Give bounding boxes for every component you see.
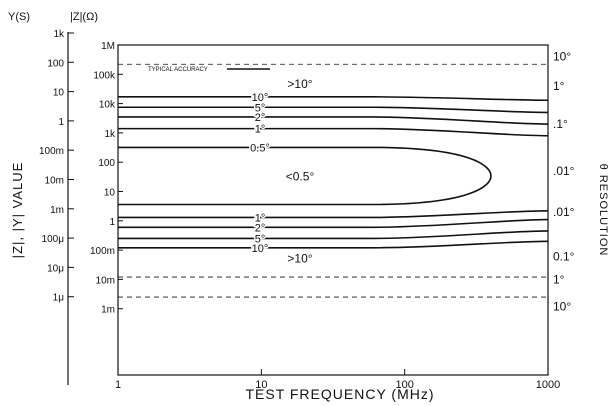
boundary-curves	[118, 63, 549, 298]
admittance-tick-label: 100	[47, 58, 64, 69]
boundary-label: 2°	[255, 112, 266, 124]
resolution-tick-label: 0.1°	[553, 250, 575, 264]
boundary-label: 2°	[255, 222, 266, 234]
impedance-tick-label: 1m	[101, 305, 115, 316]
resolution-tick-label: .1°	[553, 117, 568, 131]
admittance-tick-label: 1k	[53, 29, 65, 40]
resolution-tick-label: 1°	[553, 79, 565, 93]
y2-axis-title: θ RESOLUTION	[597, 164, 609, 257]
boundary-label: 5°	[255, 233, 266, 245]
boundary-line	[118, 127, 549, 137]
admittance-tick-label: 100μ	[42, 234, 65, 245]
resolution-tick-label: 10°	[553, 299, 571, 313]
boundary-label: 1°	[255, 212, 266, 224]
impedance-tick-label: 10	[104, 188, 116, 199]
admittance-tick-label: 1μ	[53, 293, 65, 304]
boundary-line	[118, 116, 549, 125]
legend-label: TYPICAL ACCURACY	[148, 67, 208, 73]
region-label: >10°	[287, 252, 312, 266]
impedance-tick-label: 10k	[99, 100, 116, 111]
boundary-label: 10°	[252, 243, 269, 255]
impedance-tick-label: 100m	[90, 246, 115, 257]
impedance-tick-label: 100k	[93, 70, 116, 81]
admittance-tick-label: 1	[58, 117, 64, 128]
resolution-tick-label: .01°	[553, 205, 575, 219]
boundary-line	[118, 146, 492, 206]
plot-frame	[117, 44, 549, 376]
y-axis-title: |Z|, |Y| VALUE	[10, 162, 25, 259]
x-tick-label: 1000	[536, 379, 560, 391]
boundary-label: 10°	[252, 92, 269, 104]
boundary-line	[118, 96, 549, 102]
admittance-tick-label: 1m	[50, 205, 64, 216]
resolution-tick-label: 1°	[553, 272, 565, 286]
admittance-tick-label: 10	[53, 88, 65, 99]
boundary-line	[118, 218, 549, 229]
tick-group: 1M100k10k1k100101100m10m1m1k100101100m10…	[39, 29, 575, 391]
impedance-tick-label: 100	[98, 158, 115, 169]
legend: TYPICAL ACCURACY	[148, 67, 270, 73]
boundary-label: 1°	[255, 124, 266, 136]
impedance-tick-label: 1k	[104, 129, 116, 140]
region-label: >10°	[287, 77, 312, 91]
impedance-tick-label: 1	[109, 217, 115, 228]
boundary-line	[118, 240, 549, 249]
curve-labels: 10°5°2°1°0.5°1°2°5°10°>10°<0.5°>10°	[249, 76, 316, 268]
impedance-tick-label: 1M	[101, 41, 115, 52]
boundary-label: 0.5°	[250, 142, 270, 154]
admittance-tick-label: 10μ	[47, 263, 64, 274]
y-header-right: |Z|(Ω)	[70, 11, 98, 23]
x-tick-label: 10	[255, 379, 267, 391]
x-axis-title: TEST FREQUENCY (MHz)	[245, 386, 434, 402]
x-tick-label: 1	[115, 379, 121, 391]
boundary-line	[118, 209, 549, 219]
region-label: <0.5°	[286, 170, 315, 184]
boundary-line	[118, 230, 549, 240]
impedance-tick-label: 10m	[96, 275, 115, 286]
boundary-label: 5°	[255, 102, 266, 114]
boundary-line	[118, 106, 549, 114]
admittance-tick-label: 100m	[39, 146, 64, 157]
y-header-left: Y(S)	[8, 11, 30, 23]
resolution-tick-label: 10°	[553, 50, 571, 64]
resolution-tick-label: .01°	[553, 164, 575, 178]
x-tick-label: 100	[395, 379, 413, 391]
admittance-tick-label: 10m	[45, 176, 64, 187]
